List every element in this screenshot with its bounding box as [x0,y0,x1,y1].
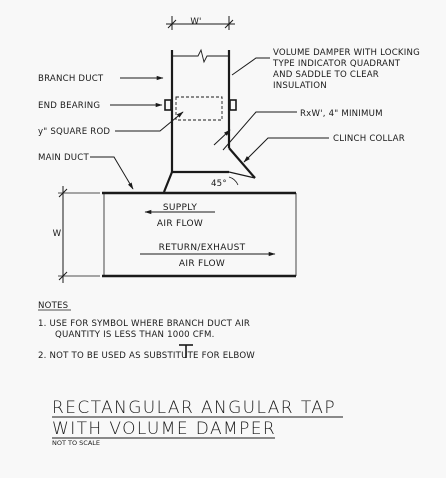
end-bearing-label: END BEARING [38,101,100,111]
note-1b: QUANTITY IS LESS THAN 1000 CFM. [55,330,215,340]
main-duct-label: MAIN DUCT [38,153,89,163]
scale-note: NOT TO SCALE [52,439,100,447]
volume-damper-label-3: AND SADDLE TO CLEAR [273,70,379,80]
leader-square-rod [115,111,184,132]
supply-label: SUPPLY [163,203,197,213]
volume-damper-label-4: INSULATION [273,81,327,91]
tap-bottom-line [228,171,256,179]
dim-w-label: W' [190,17,201,27]
tap-angle-wall [228,147,256,179]
note-1a: 1. USE FOR SYMBOL WHERE BRANCH DUCT AIR [38,319,250,329]
leader-volume-damper [231,57,270,76]
angle-arc [228,176,239,186]
branch-duct-label: BRANCH DUCT [38,74,104,84]
square-rod-label: y" SQUARE ROD [38,127,110,137]
title-line-1: RECTANGULAR ANGULAR TAP [52,398,336,418]
break-line [172,48,229,64]
end-bearing-right [229,99,237,111]
return-label: RETURN/EXHAUST [159,243,246,253]
volume-damper-label-2: TYPE INDICATOR QUADRANT [272,59,401,69]
supply-airflow-label: AIR FLOW [157,219,203,229]
rxw-label: RxW', 4" MINIMUM [300,109,383,119]
return-airflow-label: AIR FLOW [179,259,225,269]
title-line-2: WITH VOLUME DAMPER [52,419,276,439]
volume-damper-label-1: VOLUME DAMPER WITH LOCKING [273,48,420,58]
leader-rxw [222,111,297,151]
notes-heading: NOTES [38,301,68,311]
note-2: 2. NOT TO BE USED AS SUBSTITUTE FOR ELBO… [38,351,255,361]
damper-blade [175,96,223,121]
angle-label: 45° [211,179,227,189]
leader-main-duct [90,156,134,190]
tap-left-flare [162,171,174,193]
dim-w-side-label: W [53,229,62,239]
clinch-collar-label: CLINCH COLLAR [333,134,405,144]
end-bearing-left [164,99,172,111]
leader-clinch-collar [243,137,329,163]
